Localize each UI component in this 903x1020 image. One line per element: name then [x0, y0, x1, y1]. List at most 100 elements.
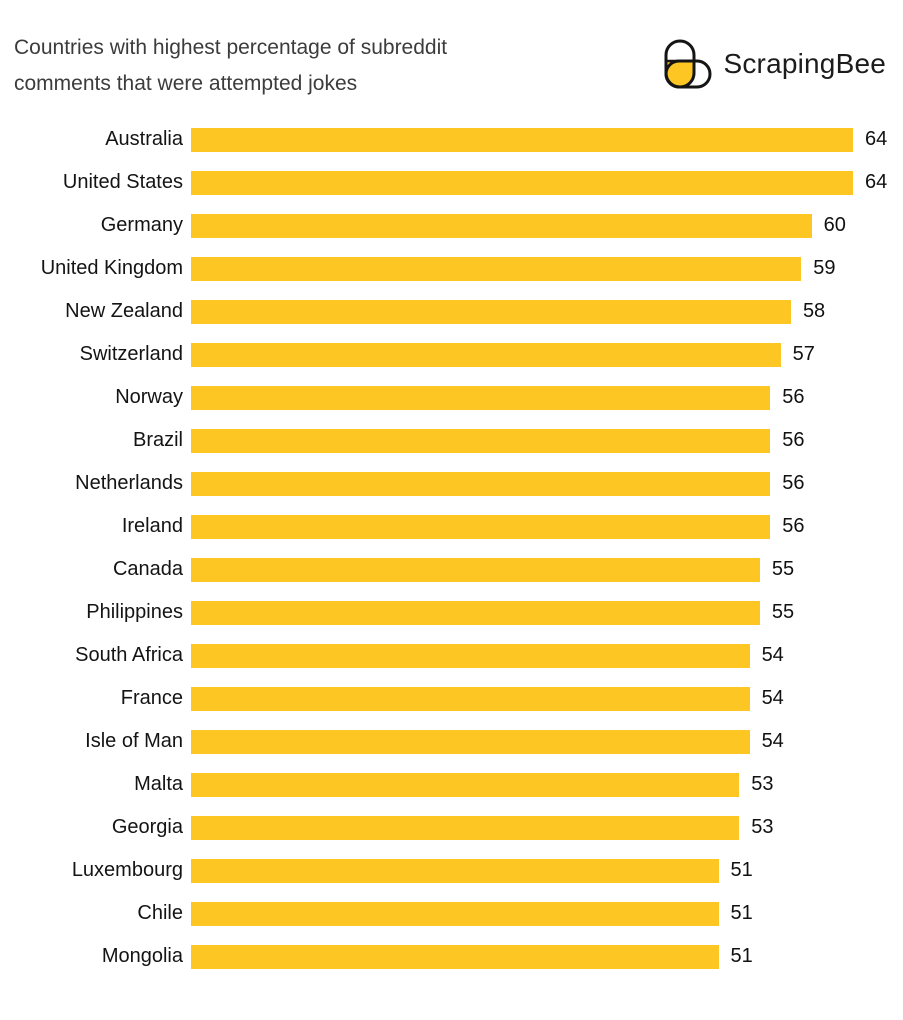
bar	[191, 428, 771, 453]
country-label: Ireland	[121, 515, 183, 537]
bar-row: Netherlands 56	[5, 462, 903, 505]
bar-row: Philippines 55	[5, 591, 903, 634]
bar-row: Malta 53	[5, 763, 903, 806]
value-label: 64	[865, 171, 888, 193]
bar-track: 56	[191, 514, 853, 539]
bar-track: 57	[191, 342, 853, 367]
bar-row: Australia 64	[5, 118, 903, 161]
value-label: 51	[730, 945, 753, 967]
country-label: Brazil	[132, 429, 183, 451]
bar	[191, 944, 719, 969]
bar	[191, 514, 771, 539]
bar-row: Chile 51	[5, 892, 903, 935]
value-label: 55	[771, 601, 795, 623]
bar-row: Brazil 56	[5, 419, 903, 462]
bar-track: 55	[191, 557, 853, 582]
page-title-line-2: comments that were attempted jokes	[14, 72, 358, 95]
bar-chart: Australia 64 United States 64 Germany 60 Unite…	[0, 118, 903, 978]
value-label: 64	[865, 128, 888, 150]
bar-row: United States 64	[5, 161, 903, 204]
value-label: 51	[730, 902, 753, 924]
bar	[191, 600, 760, 625]
bar-row: Mongolia 51	[5, 935, 903, 978]
bar-row: Luxembourg 51	[5, 849, 903, 892]
value-label: 54	[761, 730, 784, 752]
bar	[191, 557, 760, 582]
chart-header: Countries with highest percentage of sub…	[0, 0, 903, 102]
page-title: Countries with highest percentage of sub…	[14, 30, 886, 102]
value-label: 53	[751, 773, 774, 795]
country-label: Germany	[100, 214, 183, 236]
country-label: New Zealand	[65, 300, 183, 322]
bar-track: 53	[191, 772, 853, 797]
bar	[191, 385, 771, 410]
bar-row: Ireland 56	[5, 505, 903, 548]
country-label: South Africa	[75, 644, 183, 666]
bar-track: 56	[191, 428, 853, 453]
bar-track: 51	[191, 901, 853, 926]
bar	[191, 342, 781, 367]
country-label: United States	[62, 171, 183, 193]
value-label: 53	[751, 816, 774, 838]
bar	[191, 729, 750, 754]
bar-row: Georgia 53	[5, 806, 903, 849]
bar-track: 58	[191, 299, 853, 324]
country-label: Mongolia	[101, 945, 183, 967]
bar	[191, 772, 740, 797]
country-label: Philippines	[86, 601, 183, 623]
bar-track: 51	[191, 944, 853, 969]
value-label: 54	[761, 644, 784, 666]
bar-row: Isle of Man 54	[5, 720, 903, 763]
value-label: 51	[730, 859, 753, 881]
bar	[191, 299, 791, 324]
country-label: Malta	[134, 773, 183, 795]
bar-track: 51	[191, 858, 853, 883]
bar-row: Switzerland 57	[5, 333, 903, 376]
bar	[191, 213, 812, 238]
bar-row: Norway 56	[5, 376, 903, 419]
value-label: 58	[802, 300, 826, 322]
country-label: Netherlands	[75, 472, 183, 494]
country-label: Switzerland	[79, 343, 183, 365]
value-label: 59	[813, 257, 836, 279]
scrapingbee-logo: ScrapingBee	[658, 37, 886, 91]
country-label: United Kingdom	[40, 257, 183, 279]
bar-track: 64	[191, 170, 887, 195]
bar-track: 60	[191, 213, 853, 238]
bar-track: 54	[191, 686, 853, 711]
value-label: 56	[782, 429, 805, 451]
bar-track: 54	[191, 643, 853, 668]
country-label: Chile	[137, 902, 183, 924]
value-label: 55	[771, 558, 795, 580]
bar-track: 56	[191, 471, 853, 496]
scrapingbee-wordmark: ScrapingBee	[723, 48, 886, 79]
bar	[191, 127, 853, 152]
country-label: Canada	[112, 558, 183, 580]
bar-track: 53	[191, 815, 853, 840]
value-label: 56	[782, 515, 805, 537]
bar-row: Canada 55	[5, 548, 903, 591]
bar-row: United Kingdom 59	[5, 247, 903, 290]
country-label: Georgia	[111, 816, 183, 838]
bar-row: New Zealand 58	[5, 290, 903, 333]
bar	[191, 643, 750, 668]
country-label: Norway	[115, 386, 183, 408]
value-label: 60	[823, 214, 846, 236]
value-label: 56	[782, 472, 805, 494]
bar	[191, 686, 750, 711]
page-title-line-1: Countries with highest percentage of sub…	[14, 36, 448, 59]
country-label: Luxembourg	[71, 859, 183, 881]
value-label: 54	[761, 687, 784, 709]
bar-row: Germany 60	[5, 204, 903, 247]
bar	[191, 170, 853, 195]
bar	[191, 858, 719, 883]
bar	[191, 815, 740, 840]
country-label: France	[120, 687, 183, 709]
bar-track: 56	[191, 385, 853, 410]
scrapingbee-bee-icon	[658, 37, 712, 91]
bar-row: France 54	[5, 677, 903, 720]
bar-track: 55	[191, 600, 853, 625]
country-label: Isle of Man	[85, 730, 183, 752]
bar-track: 64	[191, 127, 887, 152]
